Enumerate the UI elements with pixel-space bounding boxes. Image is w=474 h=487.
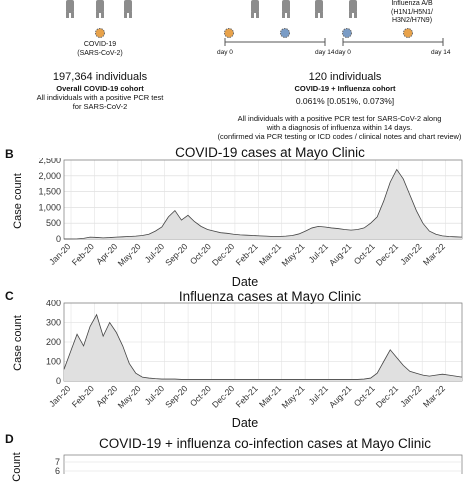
x-tick-label: Feb-20 <box>70 383 96 409</box>
x-tick-label: Feb-20 <box>70 241 96 267</box>
series-line <box>63 313 463 380</box>
right-cohort-count: 120 individuals <box>308 71 382 83</box>
person-icon <box>315 0 323 18</box>
left-cohort-count: 197,364 individuals <box>52 71 148 83</box>
x-tick-label: Feb-21 <box>234 383 260 409</box>
x-tick-label: Oct-21 <box>352 383 377 408</box>
covid-timeline <box>224 28 326 46</box>
chart-title-b: COVID-19 cases at Mayo Clinic <box>175 145 365 160</box>
right-cohort-title: COVID-19 + Influenza cohort <box>294 84 396 93</box>
y-tick-label: 2,000 <box>38 171 61 181</box>
left-cohort-desc: for SARS-CoV-2 <box>72 102 128 111</box>
x-tick-label: May-20 <box>116 241 143 268</box>
y-tick-label: 0 <box>56 376 61 386</box>
timeline-day0-label: day 0 <box>335 49 351 56</box>
right-cohort-desc-line: with a diagnosis of influenza within 14 … <box>266 123 413 132</box>
x-tick-label: Jan-22 <box>398 241 424 267</box>
x-tick-label: Jan-20 <box>47 383 73 409</box>
x-tick-label: Mar-22 <box>421 383 447 409</box>
x-tick-label: Jan-20 <box>47 241 73 267</box>
timeline-day14-label: day 14 <box>431 49 451 56</box>
x-tick-label: Mar-21 <box>257 241 283 267</box>
y-tick-label: 7 <box>55 457 60 467</box>
left-cohort-desc: All individuals with a positive PCR test <box>36 93 164 102</box>
x-tick-label: May-21 <box>279 241 306 268</box>
chart-d: 76 <box>55 454 463 474</box>
x-tick-label: Dec-20 <box>210 383 237 410</box>
x-tick-label: Oct-20 <box>188 241 213 266</box>
x-tick-label: Feb-21 <box>234 241 260 267</box>
y-tick-label: 200 <box>46 337 61 347</box>
y-tick-label: 6 <box>55 466 60 474</box>
timelines <box>224 28 444 46</box>
x-tick-label: Mar-21 <box>257 383 283 409</box>
x-axis-label-b: Date <box>231 275 259 289</box>
right-cohort-block: 120 individuals COVID-19 + Influenza coh… <box>220 71 470 106</box>
covid-virus-icon <box>95 28 105 38</box>
flu-virus-icon <box>280 28 290 38</box>
y-tick-label: 400 <box>46 300 61 308</box>
right-cohort-desc: All individuals with a positive PCR test… <box>205 114 474 141</box>
timeline-day14-label: day 14 <box>315 49 335 56</box>
x-tick-label: Aug-21 <box>327 241 354 268</box>
y-tick-label: 300 <box>46 318 61 328</box>
right-cohort-percentage: 0.061% [0.051%, 0.073%] <box>295 96 395 106</box>
area-fill <box>64 169 462 239</box>
y-tick-label: 1,500 <box>38 187 61 197</box>
person-icon <box>124 0 132 18</box>
person-figures-left <box>66 0 132 18</box>
x-tick-label: Dec-21 <box>374 241 401 268</box>
person-icon <box>66 0 74 18</box>
influenza-legend-line: (H1N1/H5N1/ <box>390 8 433 16</box>
area-fill <box>64 314 462 381</box>
person-icon <box>349 0 357 18</box>
x-tick-label: Oct-21 <box>352 241 377 266</box>
right-cohort-desc-line: All individuals with a positive PCR test… <box>237 114 442 123</box>
flu-timeline <box>342 28 444 46</box>
series-line <box>64 168 463 240</box>
x-tick-label: Sep-20 <box>163 241 190 268</box>
chart-title-c: Influenza cases at Mayo Clinic <box>178 289 362 304</box>
left-cohort-title: Overall COVID-19 cohort <box>56 84 144 93</box>
influenza-legend-line: H3N2/H7N9) <box>391 17 433 24</box>
x-tick-label: Sep-20 <box>163 383 190 410</box>
y-tick-label: 0 <box>56 234 61 244</box>
x-tick-label: Jan-22 <box>398 383 424 409</box>
chart-title-d: COVID-19 + influenza co-infection cases … <box>98 436 432 451</box>
person-icon <box>251 0 259 18</box>
y-tick-label: 1,000 <box>38 202 61 212</box>
panel-label-d: D <box>5 432 14 446</box>
flu-virus-icon <box>342 28 352 38</box>
person-icon <box>282 0 290 18</box>
covid-virus-icon <box>403 28 413 38</box>
covid-legend-line: (SARS-CoV-2) <box>77 49 123 57</box>
x-tick-label: Mar-22 <box>421 241 447 267</box>
x-tick-label: May-20 <box>116 383 143 410</box>
x-axis-label-c: Date <box>231 416 259 430</box>
x-tick-label: May-21 <box>279 383 306 410</box>
person-icon <box>96 0 104 18</box>
chart-b: 05001,0001,5002,0002,500Jan-20Feb-20Apr-… <box>38 158 463 268</box>
covid-legend: COVID-19 (SARS-CoV-2) <box>65 41 135 58</box>
y-tick-label: 500 <box>46 218 61 228</box>
x-tick-label: Dec-21 <box>374 383 401 410</box>
panel-label-b: B <box>5 147 14 161</box>
person-figures-right <box>251 0 357 18</box>
influenza-legend: Influenza A/B (H1N1/H5N1/ H3N2/H7N9) <box>372 0 452 26</box>
panel-label-c: C <box>5 289 14 303</box>
right-cohort-desc-line: (confirmed via PCR testing or ICD codes … <box>217 132 462 141</box>
timeline-day0-label: day 0 <box>217 49 233 56</box>
y-tick-label: 100 <box>46 357 61 367</box>
covid-virus-icon <box>224 28 234 38</box>
influenza-legend-line: Influenza A/B <box>391 0 433 7</box>
x-tick-label: Oct-20 <box>188 383 213 408</box>
left-cohort-block: 197,364 individuals Overall COVID-19 coh… <box>0 71 200 111</box>
plot-frame <box>63 454 463 474</box>
x-tick-label: Dec-20 <box>210 241 237 268</box>
x-tick-label: Aug-21 <box>327 383 354 410</box>
y-tick-label: 2,500 <box>38 158 61 165</box>
covid-legend-line: COVID-19 <box>83 41 117 48</box>
